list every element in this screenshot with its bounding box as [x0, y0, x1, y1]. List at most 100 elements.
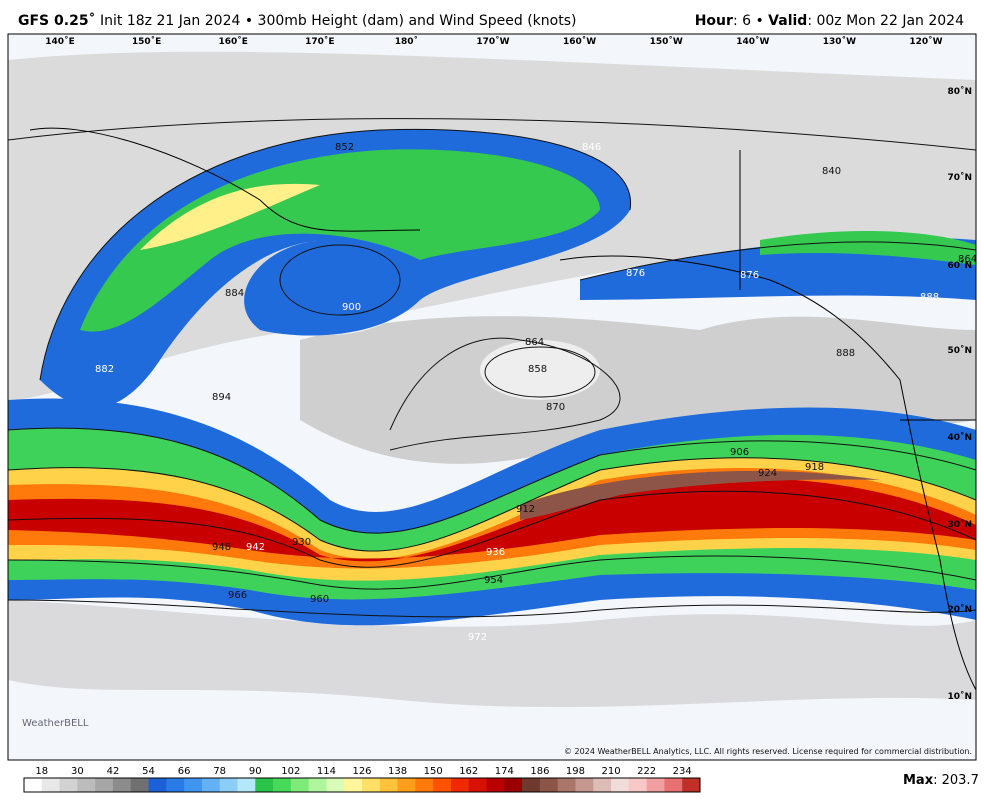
longitude-label: 150˚W: [650, 36, 683, 47]
latitude-label: 40˚N: [947, 432, 972, 443]
colorbar-swatch: [201, 778, 221, 792]
colorbar-swatch: [41, 778, 61, 792]
colorbar-swatch: [557, 778, 576, 792]
longitude-label: 130˚W: [823, 36, 856, 47]
colorbar-swatch: [24, 778, 43, 792]
valid-value: : 00z Mon 22 Jan 2024: [807, 13, 964, 29]
coastlines: [29, 127, 976, 691]
contours: [8, 118, 976, 618]
colorbar-label: 126: [352, 766, 371, 777]
latitude-label: 10˚N: [947, 691, 972, 702]
colorbar-frame: [23, 777, 701, 793]
contour-label: 870: [546, 402, 565, 413]
colorbar-swatch: [326, 778, 345, 792]
latitude-label: 20˚N: [947, 604, 972, 615]
jet-band: [8, 477, 976, 562]
colorbar-swatch: [379, 778, 399, 792]
colorbar-label: 78: [213, 766, 226, 777]
contour-label: 882: [95, 364, 114, 375]
max-value: : 203.7: [933, 773, 979, 788]
hour-value: : 6 •: [732, 13, 769, 29]
contour-label: 864: [525, 337, 544, 348]
valid-label: Valid: [768, 13, 808, 29]
contour-label: 930: [292, 537, 311, 548]
latitude-label: 60˚N: [947, 260, 972, 271]
map-frame: [7, 33, 977, 761]
colorbar-label: 42: [107, 766, 120, 777]
colorbar-label: 234: [673, 766, 692, 777]
colorbar-label: 162: [459, 766, 478, 777]
header: GFS 0.25˚ Init 18z 21 Jan 2024 • 300mb H…: [0, 0, 984, 34]
logo: WeatherBELL: [22, 718, 89, 729]
colorbar-swatch: [522, 778, 541, 792]
colorbar-swatch: [397, 778, 416, 792]
colorbar-swatch: [290, 778, 310, 792]
longitude-label: 120˚W: [909, 36, 942, 47]
contour-label: 876: [626, 268, 645, 279]
colorbar-swatch: [112, 778, 132, 792]
colorbar-swatch: [682, 778, 701, 792]
colorbar-swatch: [273, 778, 292, 792]
longitude-label: 170˚W: [476, 36, 509, 47]
colorbar-swatch: [486, 778, 505, 792]
colorbar-swatch: [575, 778, 594, 792]
colorbar-swatch: [77, 778, 96, 792]
colorbar-swatch: [95, 778, 114, 792]
colorbar-label: 186: [530, 766, 549, 777]
longitude-label: 160˚E: [218, 36, 247, 47]
colorbar-swatch: [611, 778, 630, 792]
contour-label: 888: [920, 292, 939, 303]
header-left: GFS 0.25˚ Init 18z 21 Jan 2024 • 300mb H…: [18, 13, 576, 29]
contour-label-group: 852 846 840 864 876 876 888 884 900 882 894 864 858 8…: [95, 142, 977, 643]
contour-label: 960: [310, 594, 329, 605]
colorbar-swatch: [433, 778, 452, 792]
contour-label: 972: [468, 632, 487, 643]
colorbar-swatch: [593, 778, 612, 792]
contour-label: 906: [730, 447, 749, 458]
contour-label: 918: [805, 462, 824, 473]
colorbar-swatch: [237, 778, 256, 792]
colorbar-swatch: [219, 778, 238, 792]
colorbar-swatch: [468, 778, 488, 792]
contour-label: 840: [822, 166, 841, 177]
colorbar-swatch: [184, 778, 203, 792]
colorbar-swatch: [362, 778, 381, 792]
colorbar-label: 30: [71, 766, 84, 777]
latitude-label: 70˚N: [947, 172, 972, 183]
colorbar-swatch: [166, 778, 185, 792]
contour-label: 948: [212, 542, 231, 553]
contour-label: 864: [958, 254, 977, 265]
longitude-label: 160˚W: [563, 36, 596, 47]
colorbar-swatch: [59, 778, 78, 792]
colorbar-label: 150: [424, 766, 443, 777]
colorbar-label: 222: [637, 766, 656, 777]
colorbar-swatch: [646, 778, 665, 792]
latitude-label: 50˚N: [947, 345, 972, 356]
colorbar-swatch: [415, 778, 434, 792]
contour-label: 894: [212, 392, 231, 403]
contour-label: 888: [836, 348, 855, 359]
colorbar-label: 54: [142, 766, 155, 777]
colorbar-label: 210: [602, 766, 621, 777]
contour-label: 858: [528, 364, 547, 375]
colorbar-label: 114: [317, 766, 336, 777]
colorbar-swatch: [539, 778, 559, 792]
colorbar-label: 66: [178, 766, 191, 777]
colorbar-swatch: [148, 778, 167, 792]
colorbar-swatch: [344, 778, 363, 792]
colorbar-swatch: [628, 778, 648, 792]
colorbar-swatch: [130, 778, 150, 792]
colorbar-label: 174: [495, 766, 514, 777]
contour-label: 966: [228, 590, 247, 601]
jet-band: [760, 230, 976, 265]
copyright: © 2024 WeatherBELL Analytics, LLC. All r…: [564, 747, 972, 756]
contour-label: 942: [246, 542, 265, 553]
colorbar-label: 198: [566, 766, 585, 777]
longitude-label: 170˚E: [305, 36, 334, 47]
colorbar-label: 102: [281, 766, 300, 777]
longitude-label: 140˚W: [736, 36, 769, 47]
colorbar-swatch: [308, 778, 327, 792]
latitude-label: 30˚N: [947, 519, 972, 530]
jet-band: [140, 183, 320, 250]
contour-label: 954: [484, 575, 503, 586]
